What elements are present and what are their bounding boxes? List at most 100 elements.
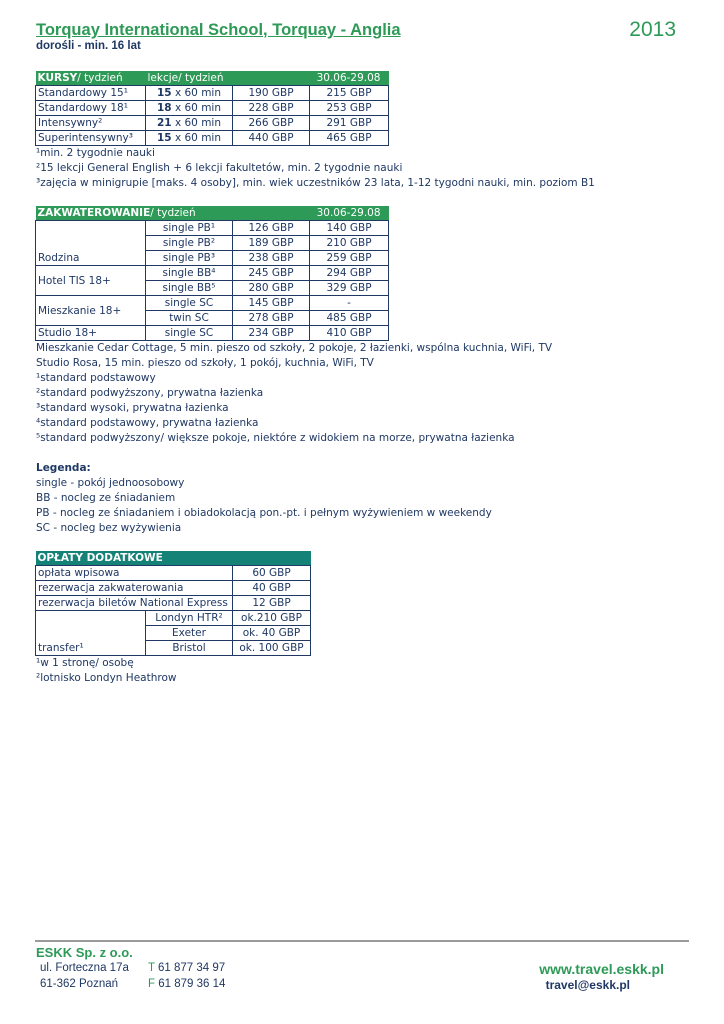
table-row: Standardowy 15¹ 15 x 60 min 190 GBP 215 GBP <box>35 85 389 101</box>
table-cell: 228 GBP <box>232 100 310 116</box>
table-cell: opłata wpisowa <box>35 565 233 581</box>
accommodation-group: Rodzina <box>35 220 146 266</box>
table-row: rezerwacja biletów National Express 12 GB… <box>35 595 311 611</box>
fees-header: OPŁATY DODATKOWE <box>35 551 311 566</box>
table-cell: Standardowy 18¹ <box>35 100 146 116</box>
table-row: rezerwacja zakwaterowania 40 GBP <box>35 580 311 596</box>
table-cell: 234 GBP <box>231 325 311 341</box>
table-cell: twin SC <box>145 310 233 326</box>
lesson-count: 15 <box>156 87 172 99</box>
table-cell: 210 GBP <box>309 235 390 251</box>
lesson-unit: x 60 min <box>171 87 221 99</box>
header-lessons: lekcje/ tydzień <box>145 71 310 86</box>
footnote: ¹w 1 stronę/ osobę <box>36 657 134 669</box>
courses-header: KURSY/ tydzień lekcje/ tydzień 30.06-29.… <box>35 71 389 86</box>
street: ul. Forteczna 17a <box>40 962 129 974</box>
subtitle: dorośli - min. 16 lat <box>36 40 141 52</box>
table-cell: 60 GBP <box>232 565 311 581</box>
table-cell: Exeter <box>145 625 233 641</box>
table-row: single PB³ 238 GBP 259 GBP <box>36 250 390 266</box>
table-cell: rezerwacja biletów National Express <box>35 595 233 611</box>
table-cell: 278 GBP <box>231 310 311 326</box>
lesson-unit: x 60 min <box>171 102 221 114</box>
table-cell: 15 x 60 min <box>145 85 233 101</box>
footnote: ¹min. 2 tygodnie nauki <box>36 147 155 159</box>
header-label-suffix: / tydzień <box>150 207 196 219</box>
table-row: Hotel TIS 18+ single BB⁴ 245 GBP 294 GBP <box>35 265 390 296</box>
table-row: Superintensywny³ 15 x 60 min 440 GBP 465 GB… <box>35 130 389 146</box>
table-cell: ok. 40 GBP <box>232 625 311 641</box>
fax: F 61 879 36 14 <box>148 978 225 990</box>
table-cell: 215 GBP <box>309 85 389 101</box>
table-cell: 21 x 60 min <box>145 115 233 131</box>
table-cell: single PB³ <box>145 250 233 266</box>
website-link[interactable]: www.travel.eskk.pl <box>539 961 664 977</box>
table-cell: 12 GBP <box>232 595 311 611</box>
table-cell: Standardowy 15¹ <box>35 85 146 101</box>
table-row: Studio 18+ single SC 234 GBP 410 GBP <box>35 325 390 341</box>
table-cell: single PB² <box>145 235 233 251</box>
table-cell: 266 GBP <box>232 115 310 131</box>
fax-prefix: F <box>148 978 156 990</box>
table-cell: 238 GBP <box>231 250 311 266</box>
footnote: SC - nocleg bez wyżywienia <box>36 522 182 534</box>
table-cell: 465 GBP <box>309 130 389 146</box>
table-cell: 291 GBP <box>309 115 389 131</box>
table-cell: single SC <box>145 295 233 311</box>
lesson-count: 15 <box>156 132 172 144</box>
email-link[interactable]: travel@eskk.pl <box>545 978 630 992</box>
table-cell: single PB¹ <box>145 220 233 236</box>
fees-table: OPŁATY DODATKOWE opłata wpisowa 60 GBP rez… <box>35 551 311 656</box>
table-cell: 190 GBP <box>232 85 310 101</box>
footer-divider <box>35 940 689 942</box>
legend-title: Legenda: <box>36 462 91 474</box>
footnote: ⁴standard podstawowy, prywatna łazienka <box>36 417 259 429</box>
table-cell: rezerwacja zakwaterowania <box>35 580 233 596</box>
table-cell: 18 x 60 min <box>145 100 233 116</box>
lesson-count: 21 <box>156 117 172 129</box>
footnote: ³standard wysoki, prywatna łazienka <box>36 402 229 414</box>
phone-number: 61 877 34 97 <box>154 962 226 974</box>
table-cell: ok. 100 GBP <box>232 640 311 656</box>
table-cell: Intensywny² <box>35 115 146 131</box>
fax-number: 61 879 36 14 <box>155 978 226 990</box>
footnote: single - pokój jednoosobowy <box>36 477 185 489</box>
header-label: KURSY <box>37 72 78 84</box>
footnote: ²lotnisko Londyn Heathrow <box>36 672 177 684</box>
table-cell: 259 GBP <box>309 250 390 266</box>
table-cell: 145 GBP <box>231 295 311 311</box>
footnote: ²standard podwyższony, prywatna łazienka <box>36 387 264 399</box>
footnote: ²15 lekcji General English + 6 lekcji fa… <box>36 162 403 174</box>
table-cell: 253 GBP <box>309 100 389 116</box>
transfer-label: transfer¹ <box>35 610 146 656</box>
table-cell: Superintensywny³ <box>35 130 146 146</box>
phone-prefix: T <box>148 962 155 974</box>
table-row: Mieszkanie 18+ single SC 145 GBP - <box>35 295 390 326</box>
table-row: Standardowy 18¹ 18 x 60 min 228 GBP 253 GBP <box>35 100 389 116</box>
lesson-unit: x 60 min <box>171 132 221 144</box>
table-cell: 15 x 60 min <box>145 130 233 146</box>
footnote: ¹standard podstawowy <box>36 372 156 384</box>
header-label: ZAKWATEROWANIE <box>37 207 151 219</box>
table-cell: 440 GBP <box>232 130 310 146</box>
accommodation-group: Hotel TIS 18+ <box>35 265 146 296</box>
table-row: transfer¹ Londyn HTR² ok.210 GBP <box>35 610 311 656</box>
header-period: 30.06-29.08 <box>309 71 389 86</box>
table-row: Exeter ok. 40 GBP <box>36 625 311 641</box>
header-period: 30.06-29.08 <box>309 206 389 221</box>
accommodation-group: Mieszkanie 18+ <box>35 295 146 326</box>
table-cell: 294 GBP <box>309 265 390 281</box>
table-cell: 329 GBP <box>309 280 390 296</box>
table-cell: - <box>309 295 390 311</box>
table-cell: 245 GBP <box>231 265 311 281</box>
table-cell: ok.210 GBP <box>232 610 311 626</box>
table-cell: single BB⁵ <box>145 280 233 296</box>
footnote: Mieszkanie Cedar Cottage, 5 min. pieszo … <box>36 342 553 354</box>
table-cell: single BB⁴ <box>145 265 233 281</box>
table-cell: single SC <box>145 325 233 341</box>
footnote: PB - nocleg ze śniadaniem i obiadokolacj… <box>36 507 492 519</box>
table-cell: 189 GBP <box>231 235 311 251</box>
lesson-count: 18 <box>156 102 172 114</box>
footnote: BB - nocleg ze śniadaniem <box>36 492 176 504</box>
footnote: Studio Rosa, 15 min. pieszo od szkoły, 1… <box>36 357 374 369</box>
